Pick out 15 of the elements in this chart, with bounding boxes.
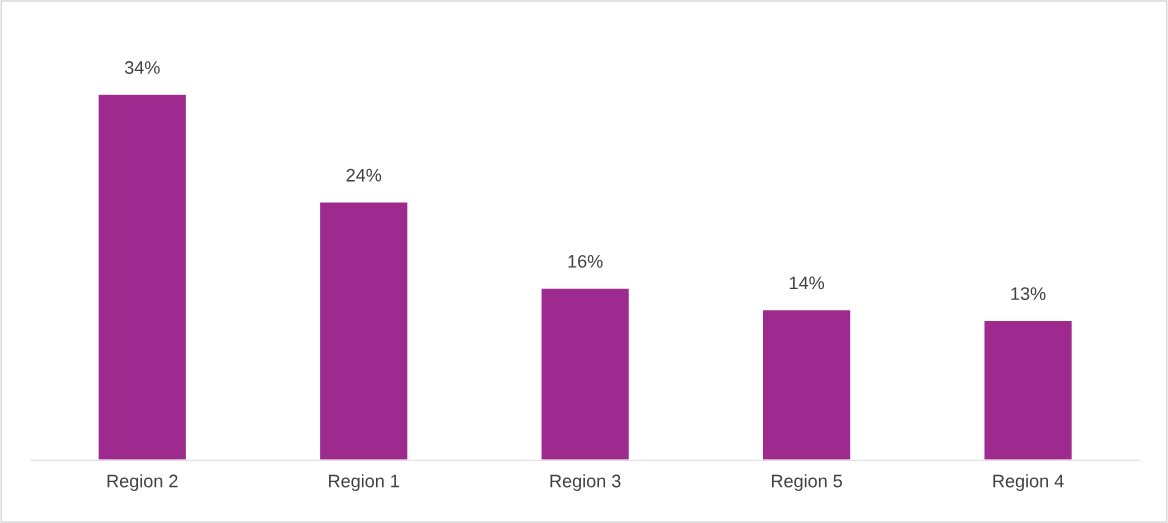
data-label: 24% [346, 168, 382, 182]
data-label: 14% [789, 276, 825, 290]
bar [761, 308, 852, 461]
x-tick-label: Region 5 [771, 474, 842, 491]
data-label: 34% [124, 61, 160, 74]
bar [983, 319, 1074, 461]
bar [318, 201, 409, 461]
x-tick-label: Region 2 [107, 474, 178, 491]
x-tick-label: Region 1 [329, 474, 399, 491]
bar [97, 93, 188, 461]
bar [540, 287, 631, 461]
data-label: 16% [568, 254, 603, 268]
x-tick-label: Region 4 [993, 474, 1064, 491]
data-label: 13% [1011, 287, 1046, 301]
x-tick-label: Region 3 [550, 474, 621, 491]
